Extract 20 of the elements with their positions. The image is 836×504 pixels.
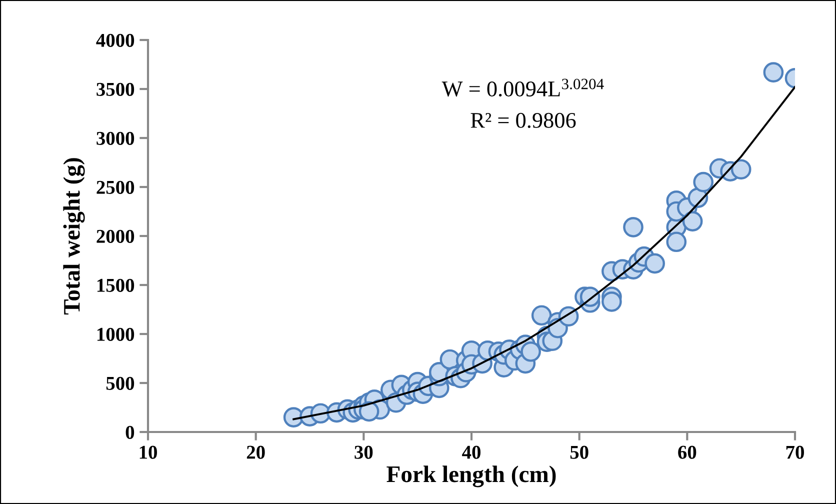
x-axis-title: Fork length (cm) — [386, 466, 556, 488]
y-tick-label: 3500 — [96, 82, 134, 96]
y-axis-title: Total weight (g) — [63, 158, 85, 315]
y-tick-label: 500 — [106, 376, 134, 390]
annotation: R² = 0.9806 — [470, 112, 576, 128]
x-tick-label: 60 — [678, 446, 696, 459]
x-tick-label: 30 — [354, 446, 373, 459]
x-tick-label: 20 — [246, 446, 265, 459]
y-tick-label: 1000 — [97, 328, 134, 341]
x-tick-label: 10 — [140, 446, 157, 459]
y-tick-label: 0 — [126, 426, 134, 439]
y-tick-label: 3000 — [96, 132, 134, 145]
x-tick-label: 50 — [570, 446, 588, 459]
y-tick-label: 1500 — [97, 278, 134, 292]
y-tick-label: 2500 — [96, 180, 134, 194]
annotation: W = 0.0094L$^{3.0204}$ — [442, 78, 604, 97]
y-tick-label: 4000 — [96, 34, 134, 47]
y-tick-label: 2000 — [96, 230, 134, 243]
x-tick-label: 70 — [786, 446, 804, 459]
x-tick-label: 40 — [462, 446, 480, 459]
